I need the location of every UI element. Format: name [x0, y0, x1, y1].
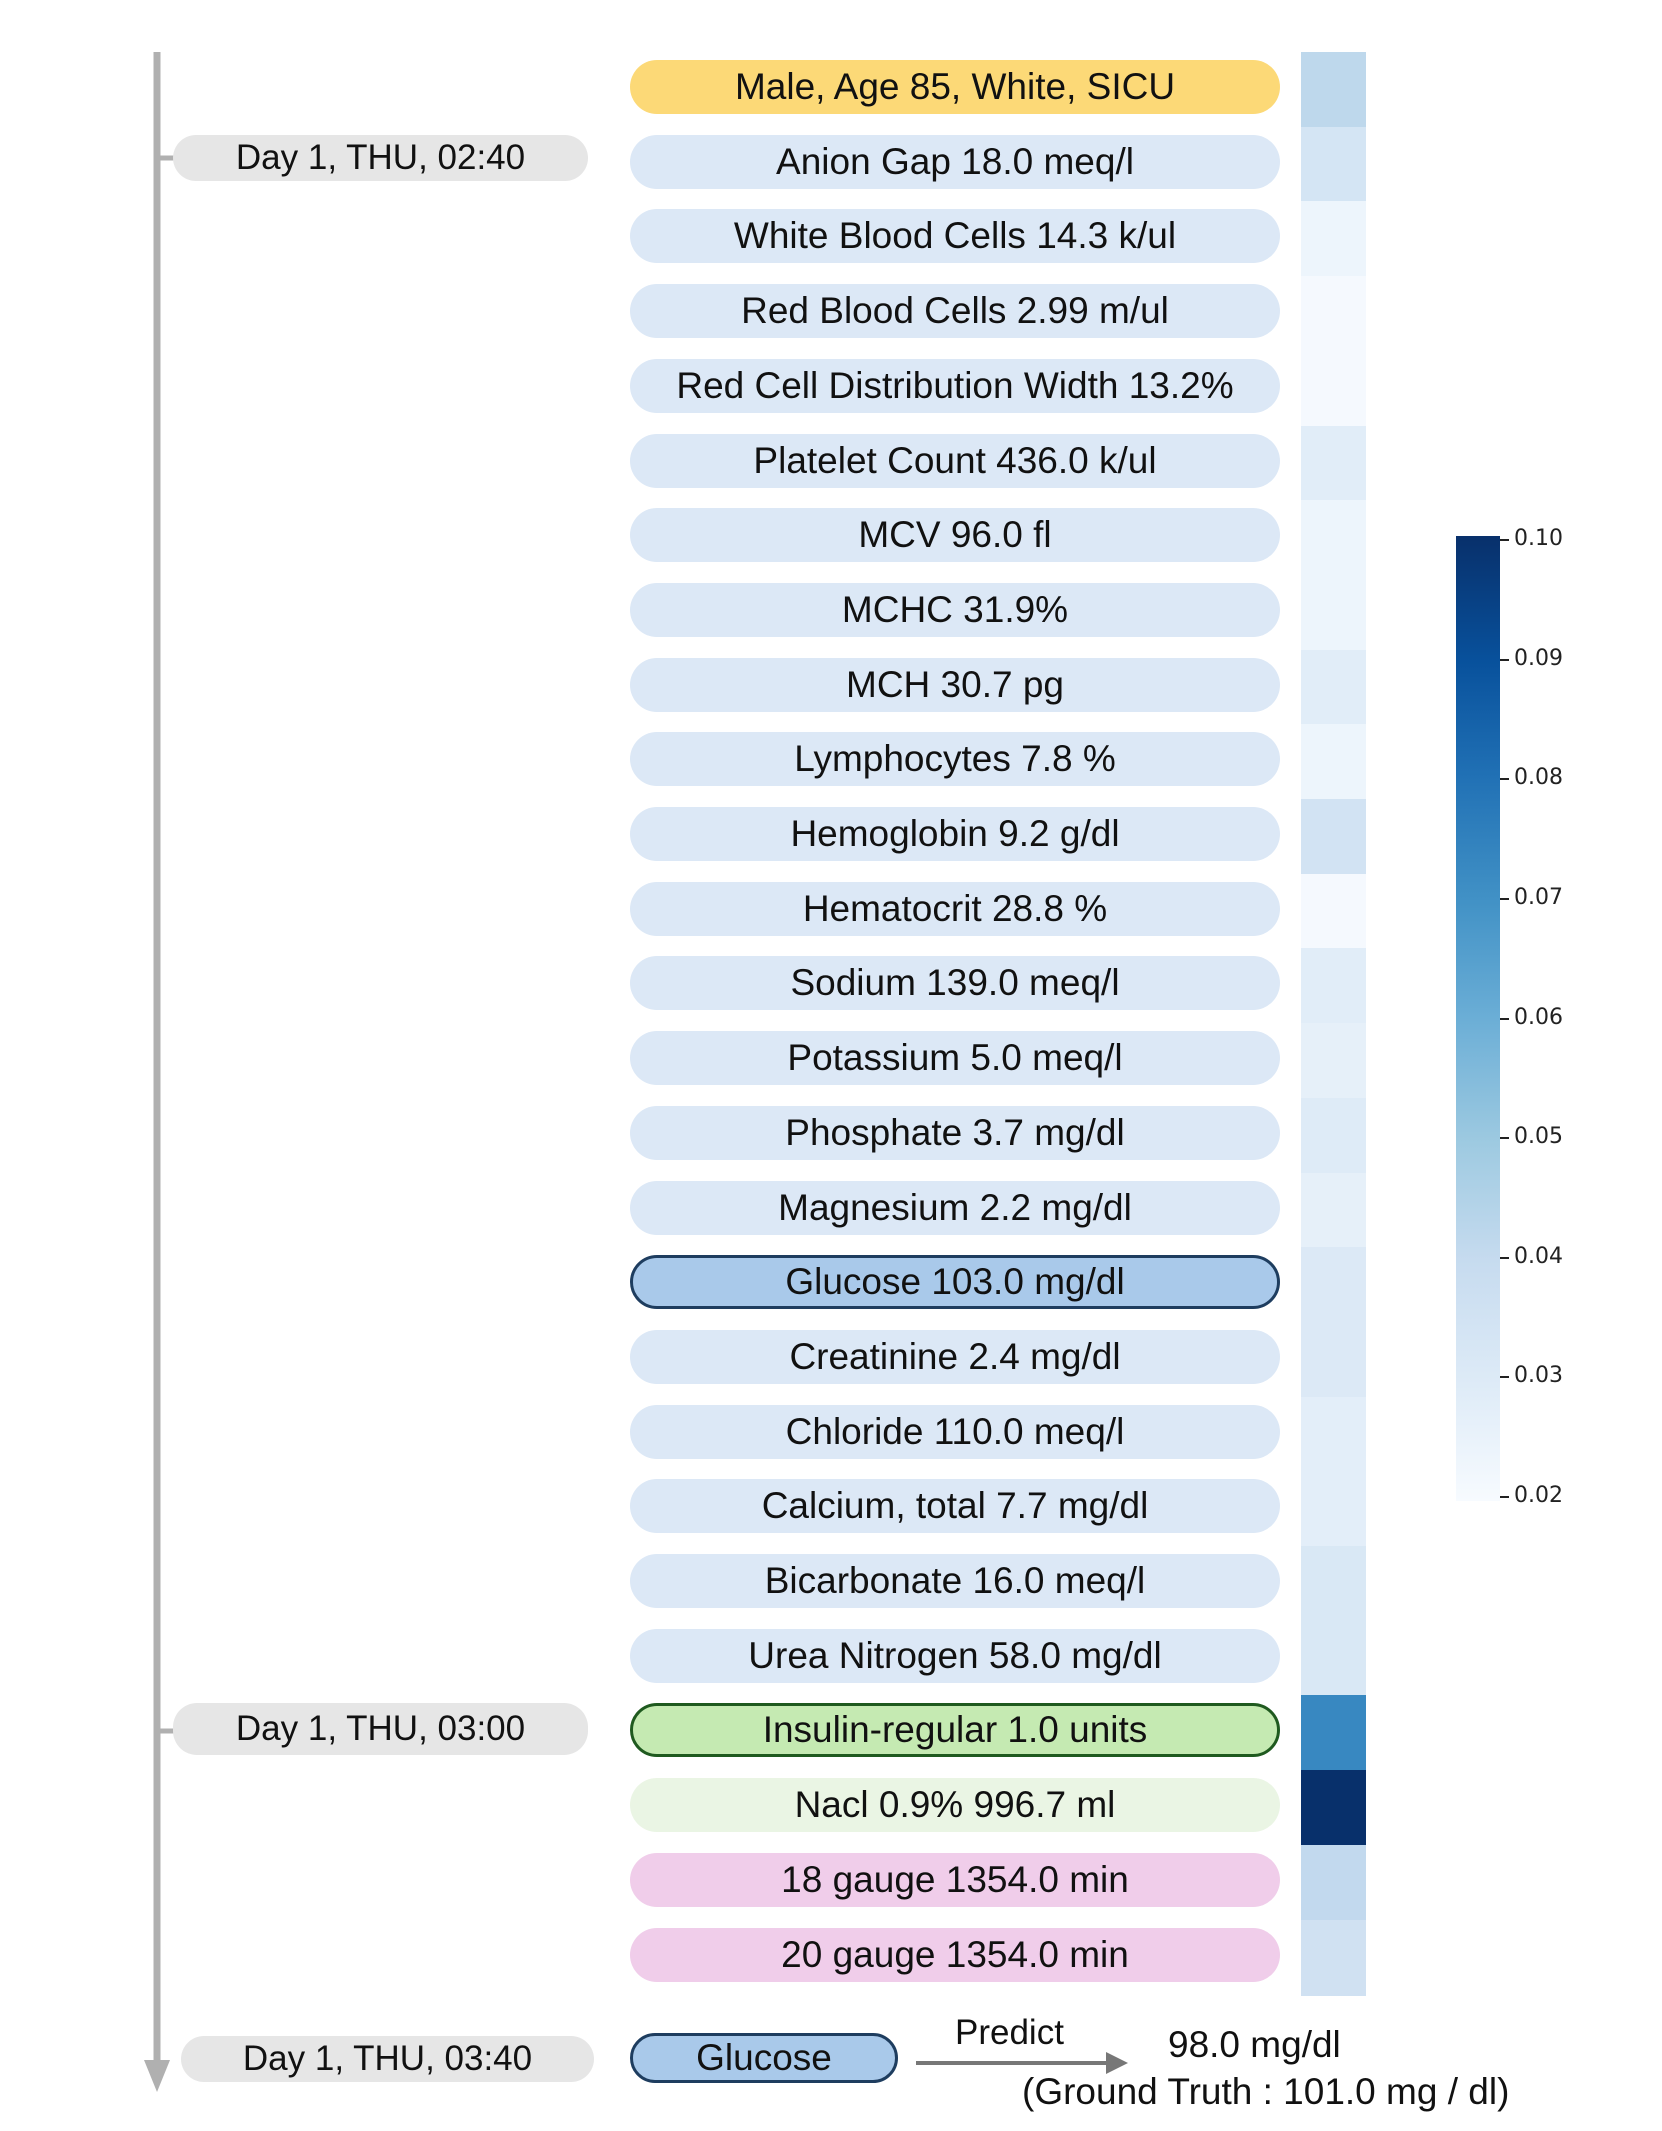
- colorbar-tick: [1500, 1256, 1509, 1259]
- colorbar-tick: [1500, 658, 1509, 661]
- heatmap-cell: [1301, 350, 1366, 427]
- event-pill: Sodium 139.0 meq/l: [630, 956, 1280, 1011]
- colorbar-tick-label: 0.03: [1514, 1363, 1563, 1389]
- colorbar-tick-label: 0.10: [1514, 526, 1563, 551]
- prediction-target-pill: Glucose: [630, 2033, 898, 2083]
- event-pill: Potassium 5.0 meq/l: [630, 1031, 1280, 1086]
- event-pill: 20 gauge 1354.0 min: [630, 1927, 1280, 1982]
- colorbar-tick: [1500, 897, 1509, 900]
- colorbar-tick-label: 0.08: [1514, 765, 1563, 791]
- heatmap-cell: [1301, 948, 1366, 1025]
- event-pill: Male, Age 85, White, SICU: [630, 60, 1280, 114]
- timestamp-3: Day 1, THU, 03:40: [181, 2036, 594, 2082]
- heatmap-cell: [1301, 1546, 1366, 1622]
- heatmap-cell: [1301, 574, 1366, 651]
- colorbar-tick-label: 0.05: [1514, 1124, 1563, 1150]
- heatmap-cell: [1301, 1396, 1366, 1473]
- heatmap-cell: [1301, 276, 1366, 353]
- event-pill: Hematocrit 28.8 %: [630, 881, 1280, 936]
- event-pill: Glucose 103.0 mg/dl: [630, 1255, 1280, 1310]
- heatmap-cell: [1301, 126, 1366, 203]
- colorbar-tick-label: 0.02: [1514, 1483, 1563, 1508]
- heatmap-cell: [1301, 1097, 1366, 1174]
- event-pill: Hemoglobin 9.2 g/dl: [630, 807, 1280, 861]
- event-pill: Insulin-regular 1.0 units: [630, 1703, 1280, 1758]
- event-pill: 18 gauge 1354.0 min: [630, 1852, 1280, 1907]
- event-pill: Phosphate 3.7 mg/dl: [630, 1105, 1280, 1160]
- heatmap-cell: [1301, 1844, 1366, 1921]
- event-pill: Bicarbonate 16.0 meq/l: [630, 1554, 1280, 1608]
- timestamp-2: Day 1, THU, 03:00: [173, 1703, 588, 1755]
- event-pill: Red Cell Distribution Width 13.2%: [630, 358, 1280, 413]
- event-pill: Urea Nitrogen 58.0 mg/dl: [630, 1628, 1280, 1683]
- heatmap-cell: [1301, 873, 1366, 950]
- heatmap-cell: [1301, 52, 1366, 128]
- heatmap-cell: [1301, 425, 1366, 502]
- event-pill: White Blood Cells 14.3 k/ul: [630, 209, 1280, 264]
- heatmap-cell: [1301, 649, 1366, 726]
- event-pill: Calcium, total 7.7 mg/dl: [630, 1479, 1280, 1534]
- heatmap-cell: [1301, 1321, 1366, 1398]
- event-pill: MCHC 31.9%: [630, 582, 1280, 637]
- event-pill: Platelet Count 436.0 k/ul: [630, 433, 1280, 488]
- heatmap-cell: [1301, 799, 1366, 875]
- colorbar-tick: [1500, 539, 1509, 541]
- colorbar-tick-label: 0.09: [1514, 645, 1563, 671]
- timestamp-1: Day 1, THU, 02:40: [173, 135, 588, 181]
- heatmap-cell: [1301, 500, 1366, 577]
- ground-truth-text: (Ground Truth : 101.0 mg / dl): [1022, 2071, 1510, 2112]
- colorbar-tick-label: 0.04: [1514, 1243, 1563, 1269]
- heatmap-cell: [1301, 1247, 1366, 1324]
- heatmap-cell: [1301, 1919, 1366, 1996]
- colorbar-tick: [1500, 1137, 1509, 1140]
- heatmap-cell: [1301, 1471, 1366, 1548]
- event-pill: Creatinine 2.4 mg/dl: [630, 1329, 1280, 1384]
- heatmap-cell: [1301, 724, 1366, 801]
- event-pill: Chloride 110.0 meq/l: [630, 1404, 1280, 1459]
- event-pill: Anion Gap 18.0 meq/l: [630, 134, 1280, 189]
- colorbar-tick: [1500, 1376, 1509, 1379]
- predict-label: Predict: [955, 2013, 1064, 2052]
- event-pill: MCV 96.0 fl: [630, 508, 1280, 563]
- event-pill: Nacl 0.9% 996.7 ml: [630, 1778, 1280, 1833]
- event-pill: Red Blood Cells 2.99 m/ul: [630, 284, 1280, 339]
- event-pill: MCH 30.7 pg: [630, 657, 1280, 712]
- event-pill: Lymphocytes 7.8 %: [630, 732, 1280, 787]
- heatmap-cell: [1301, 1695, 1366, 1772]
- colorbar-tick: [1500, 778, 1509, 781]
- heatmap-cell: [1301, 1770, 1366, 1847]
- colorbar-tick: [1500, 1017, 1509, 1020]
- heatmap-cell: [1301, 201, 1366, 278]
- colorbar-tick-label: 0.07: [1514, 884, 1563, 910]
- colorbar: [1456, 536, 1500, 1501]
- heatmap-cell: [1301, 1023, 1366, 1100]
- heatmap-cell: [1301, 1620, 1366, 1697]
- event-pill: Magnesium 2.2 mg/dl: [630, 1180, 1280, 1235]
- colorbar-tick-label: 0.06: [1514, 1004, 1563, 1030]
- heatmap-cell: [1301, 1172, 1366, 1249]
- prediction-value: 98.0 mg/dl: [1168, 2024, 1341, 2065]
- colorbar-tick: [1500, 1496, 1509, 1498]
